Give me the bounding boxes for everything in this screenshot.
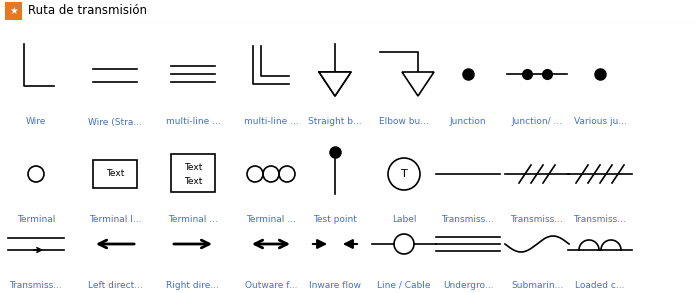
Text: Test point: Test point [313, 214, 357, 224]
Text: Wire (Stra...: Wire (Stra... [88, 117, 142, 127]
Text: multi-line ...: multi-line ... [166, 117, 220, 127]
Text: Junction: Junction [450, 117, 487, 127]
Text: Line / Cable: Line / Cable [377, 280, 431, 289]
FancyBboxPatch shape [5, 2, 22, 20]
Text: Text: Text [184, 163, 202, 171]
Text: multi-line ...: multi-line ... [244, 117, 298, 127]
Text: Loaded c...: Loaded c... [575, 280, 625, 289]
Text: Outware f...: Outware f... [245, 280, 297, 289]
Text: Terminal: Terminal [17, 214, 55, 224]
Text: Wire: Wire [26, 117, 46, 127]
Polygon shape [319, 72, 351, 96]
Text: Label: Label [392, 214, 416, 224]
Text: Text: Text [106, 169, 124, 178]
Text: Terminal ...: Terminal ... [168, 214, 218, 224]
Text: Terminal ...: Terminal ... [246, 214, 296, 224]
Text: Transmiss...: Transmiss... [574, 214, 627, 224]
Text: Straight b...: Straight b... [308, 117, 362, 127]
Text: Inware flow: Inware flow [309, 280, 361, 289]
Text: Elbow bu...: Elbow bu... [379, 117, 429, 127]
Bar [93, 160, 137, 188]
Text: ★: ★ [9, 6, 18, 16]
Text: Transmiss...: Transmiss... [511, 214, 563, 224]
Text: Text: Text [184, 176, 202, 185]
Text: T: T [401, 169, 407, 179]
Text: Transmiss...: Transmiss... [442, 214, 494, 224]
Text: Undergro...: Undergro... [443, 280, 493, 289]
Text: Right dire...: Right dire... [167, 280, 220, 289]
Text: Transmiss...: Transmiss... [10, 280, 63, 289]
Text: Various ju...: Various ju... [574, 117, 627, 127]
Text: Ruta de transmisión: Ruta de transmisión [28, 4, 147, 18]
Text: Submarin...: Submarin... [511, 280, 563, 289]
Polygon shape [402, 72, 434, 96]
Bar [171, 154, 215, 192]
Text: Junction/ ...: Junction/ ... [512, 117, 562, 127]
Text: Left direct...: Left direct... [88, 280, 142, 289]
Text: Terminal l...: Terminal l... [89, 214, 141, 224]
